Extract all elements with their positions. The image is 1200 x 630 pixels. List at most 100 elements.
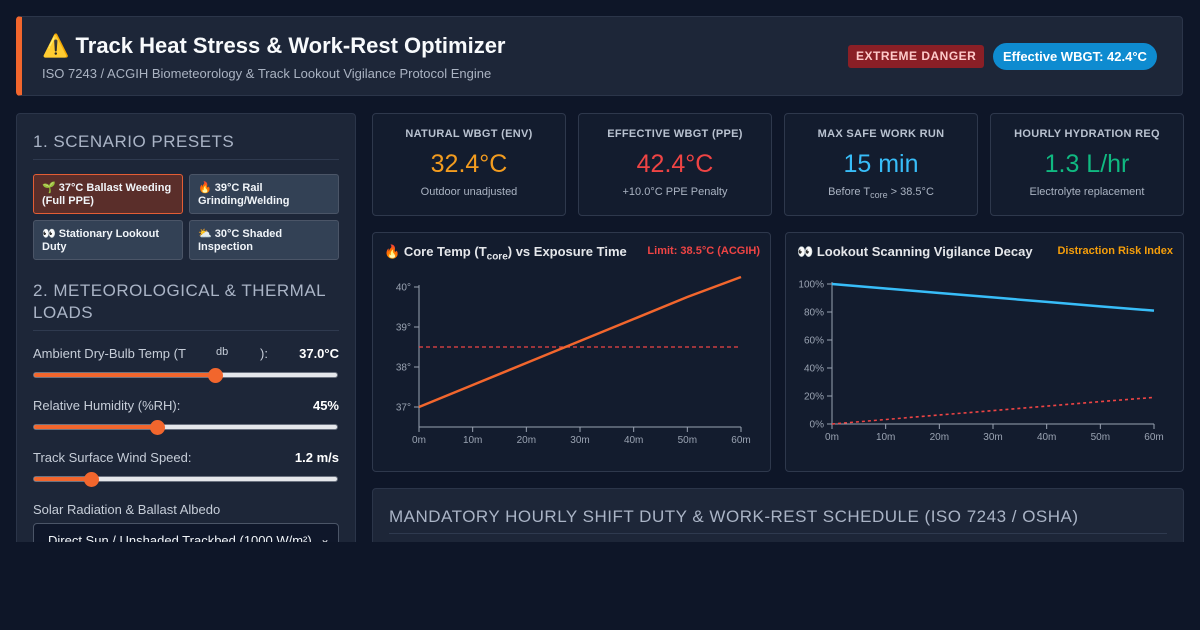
core-temp-chart: 0m 10m 20m 30m 40m 50m 60m 37° 38° 39° 40° (396, 275, 751, 446)
metric-value: 1.3 L/hr (1044, 150, 1130, 178)
ambient-temp-value: 37.0°C (299, 346, 339, 361)
section-divider (33, 330, 339, 331)
wind-speed-value: 1.2 m/s (294, 450, 339, 465)
x-tick-label: 20m (930, 432, 949, 443)
metric-note: Before Tcore > 38.5°C (785, 186, 977, 200)
section-divider (389, 533, 1167, 534)
x-tick-label: 0m (412, 435, 426, 446)
distraction-risk-label: Distraction Risk Index (1057, 245, 1173, 257)
note-text: Before T (828, 186, 871, 198)
metric-label: HOURLY HYDRATION REQ (1014, 128, 1160, 140)
y-tick-label: 38° (396, 363, 411, 374)
vigilance-series-line (831, 282, 1155, 312)
metric-card-effective-wbgt: EFFECTIVE WBGT (PPE) 42.4°C +10.0°C PPE … (578, 113, 772, 216)
metric-card-max-safe-work-run: MAX SAFE WORK RUN 15 min Before Tcore > … (784, 113, 978, 216)
wind-speed-label: Track Surface Wind Speed: (33, 450, 192, 465)
preset-stationary-lookout-button[interactable]: 👀 Stationary Lookout Duty (33, 220, 183, 260)
preset-label: 39°C Rail Grinding/Welding (198, 182, 290, 207)
page-title-text: Track Heat Stress & Work-Rest Optimizer (75, 33, 506, 58)
presets-section-title: 1. SCENARIO PRESETS (33, 132, 235, 151)
preset-ballast-weeding-button[interactable]: 🌱 37°C Ballast Weeding (Full PPE) (33, 174, 183, 214)
metric-label: MAX SAFE WORK RUN (817, 128, 945, 140)
ambient-temp-slider[interactable] (33, 368, 338, 383)
metric-label: EFFECTIVE WBGT (PPE) (607, 128, 743, 140)
note-subscript: core (870, 190, 888, 201)
slider-fill (34, 477, 92, 481)
ambient-temp-label: Ambient Dry-Bulb Temp (T (33, 346, 186, 361)
eyes-icon: 👀 (42, 227, 56, 240)
y-tick-label: 60% (804, 336, 824, 347)
chevron-down-icon: ⌄ (319, 532, 330, 546)
page-title: ⚠️ Track Heat Stress & Work-Rest Optimiz… (42, 33, 506, 59)
chart-title-subscript: core (486, 251, 508, 263)
x-tick-label: 50m (1091, 432, 1110, 443)
seedling-icon: 🌱 (42, 181, 56, 194)
preset-label: 30°C Shaded Inspection (198, 228, 283, 253)
vigilance-chart: 0m 10m 20m 30m 40m 50m 60m 0% 20% 40% 60% 80% 100% (798, 280, 1163, 444)
distraction-risk-series-line (831, 396, 1155, 425)
chart-title-suffix: ) vs Exposure Time (507, 244, 627, 259)
wind-speed-slider[interactable] (33, 472, 338, 487)
humidity-slider[interactable] (33, 420, 338, 435)
slider-fill (34, 425, 159, 429)
solar-radiation-label: Solar Radiation & Ballast Albedo (33, 502, 221, 517)
x-tick-label: 30m (983, 432, 1002, 443)
y-tick-label: 40% (804, 364, 824, 375)
chart-title-text: Lookout Scanning Vigilance Decay (816, 244, 1033, 259)
y-tick-label: 80% (804, 308, 824, 319)
section-divider (33, 159, 339, 160)
warning-icon: ⚠️ (42, 34, 70, 59)
metric-value: 15 min (843, 150, 919, 178)
slider-thumb[interactable] (150, 420, 166, 435)
x-tick-label: 60m (731, 435, 750, 446)
sun-cloud-icon: ⛅ (198, 227, 212, 240)
x-tick-label: 0m (825, 432, 839, 443)
x-tick-label: 50m (678, 435, 697, 446)
metric-value: 32.4°C (430, 150, 508, 178)
humidity-value: 45% (312, 398, 339, 413)
y-tick-label: 40° (396, 283, 411, 294)
vigilance-chart-title: 👀 Lookout Scanning Vigilance Decay (797, 244, 1033, 260)
ambient-label-text: Ambient Dry-Bulb Temp (T (33, 346, 186, 361)
schedule-title: MANDATORY HOURLY SHIFT DUTY & WORK-REST … (389, 507, 1079, 526)
metric-note: Outdoor unadjusted (420, 186, 518, 198)
x-tick-label: 40m (1037, 432, 1056, 443)
controls-panel: 1. SCENARIO PRESETS 🌱 37°C Ballast Weedi… (16, 113, 356, 557)
slider-fill (34, 373, 216, 377)
app-header: ⚠️ Track Heat Stress & Work-Rest Optimiz… (16, 16, 1183, 96)
core-temp-limit-label: Limit: 38.5°C (ACGIH) (647, 245, 760, 257)
metric-card-natural-wbgt: NATURAL WBGT (ENV) 32.4°C Outdoor unadju… (372, 113, 566, 216)
core-temp-chart-panel: 🔥 Core Temp (Tcore) vs Exposure Time Lim… (372, 232, 771, 472)
metric-card-hydration: HOURLY HYDRATION REQ 1.3 L/hr Electrolyt… (990, 113, 1184, 216)
metric-label: NATURAL WBGT (ENV) (405, 128, 533, 140)
vigilance-chart-panel: 👀 Lookout Scanning Vigilance Decay Distr… (785, 232, 1184, 472)
humidity-label: Relative Humidity (%RH): (33, 398, 181, 413)
metric-note: +10.0°C PPE Penalty (622, 186, 728, 198)
eyes-icon: 👀 (797, 245, 814, 260)
x-tick-label: 20m (517, 435, 536, 446)
preset-label: 37°C Ballast Weeding (Full PPE) (42, 182, 172, 207)
page-subtitle: ISO 7243 / ACGIH Biometeorology & Track … (42, 66, 492, 81)
fire-icon: 🔥 (198, 181, 212, 194)
preset-shaded-inspection-button[interactable]: ⛅ 30°C Shaded Inspection (189, 220, 339, 260)
slider-thumb[interactable] (83, 472, 99, 487)
core-temp-chart-title: 🔥 Core Temp (Tcore) vs Exposure Time (384, 244, 627, 263)
preset-rail-grinding-button[interactable]: 🔥 39°C Rail Grinding/Welding (189, 174, 339, 214)
effective-wbgt-badge: Effective WBGT: 42.4°C (993, 43, 1157, 70)
ambient-label-suffix: ): (260, 346, 268, 361)
metric-value: 42.4°C (636, 150, 714, 178)
core-temp-series-line (418, 275, 742, 409)
page-background (0, 542, 1200, 630)
ambient-label-subscript: db (216, 346, 229, 358)
y-tick-label: 37° (396, 403, 411, 414)
note-suffix: > 38.5°C (887, 186, 934, 198)
fire-icon: 🔥 (384, 245, 401, 260)
chart-title-text: Core Temp (T (403, 244, 487, 259)
x-tick-label: 30m (570, 435, 589, 446)
preset-label: Stationary Lookout Duty (42, 228, 159, 253)
slider-thumb[interactable] (207, 368, 223, 383)
y-tick-label: 100% (798, 280, 824, 291)
danger-status-badge: EXTREME DANGER (848, 45, 985, 68)
x-tick-label: 60m (1144, 432, 1163, 443)
y-tick-label: 20% (804, 392, 824, 403)
